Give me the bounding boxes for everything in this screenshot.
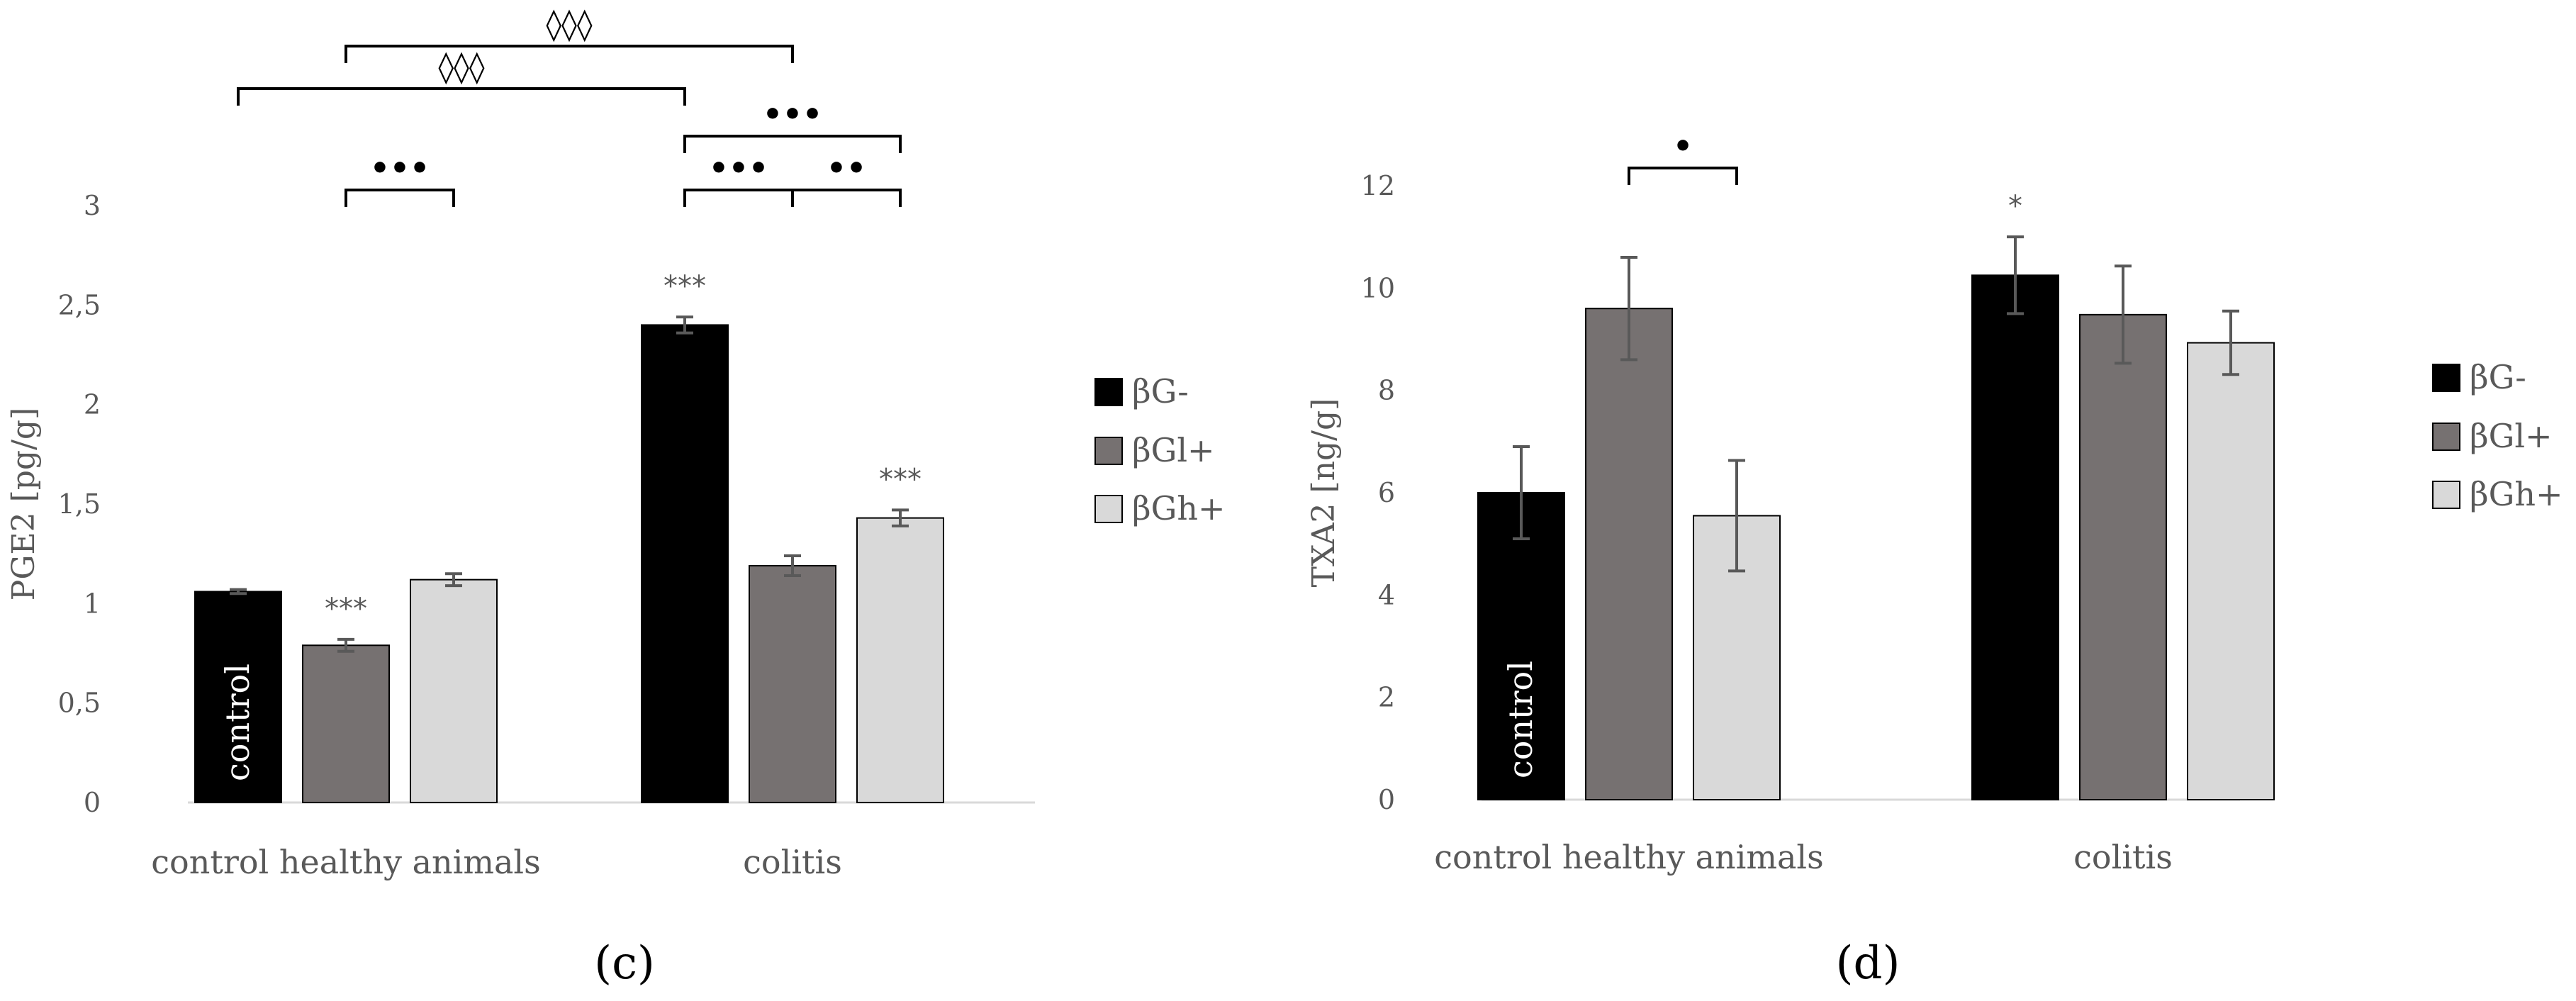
legend-label: βGh+: [1132, 489, 1226, 527]
comparison-bracket: [791, 189, 902, 207]
x-category-label: control healthy animals: [151, 843, 540, 881]
y-tick-label: 1: [84, 588, 101, 619]
legend-swatch: [1094, 437, 1123, 465]
legend-label: βG-: [2470, 358, 2526, 396]
y-tick-label: 2: [84, 389, 101, 420]
bracket-symbol: ◊◊◊: [546, 6, 592, 43]
bracket-symbol: •••: [763, 96, 822, 133]
y-tick-label: 4: [1378, 579, 1395, 610]
legend-label: βG-: [1132, 372, 1189, 410]
legend-swatch: [2432, 423, 2460, 451]
legend-swatch: [1094, 495, 1123, 523]
comparison-bracket: [237, 87, 686, 106]
bracket-symbol: •••: [370, 150, 430, 186]
y-tick-label: 2: [1378, 682, 1395, 713]
y-tick-label: 10: [1361, 272, 1395, 303]
y-tick-label: 6: [1378, 477, 1395, 508]
comparison-bracket: [1628, 167, 1738, 185]
y-tick-label: 12: [1361, 170, 1395, 201]
bracket-symbol: •••: [709, 150, 768, 186]
comparison-bracket: [345, 45, 794, 63]
bar-1-1: [749, 565, 836, 803]
bar-1-0: [302, 644, 390, 803]
y-axis-title: TXA2 [ng/g]: [1306, 398, 1342, 588]
comparison-bracket: [683, 135, 902, 153]
x-category-label: colitis: [2073, 838, 2173, 876]
in-bar-label: control: [1501, 661, 1540, 778]
y-tick-label: 8: [1378, 375, 1395, 406]
significance-mark: ***: [663, 270, 706, 303]
y-tick-label: 2,5: [58, 289, 101, 320]
bracket-symbol: ◊◊◊: [438, 49, 484, 85]
y-axis-title: PGE2 [pg/g]: [6, 408, 42, 601]
panel-c-pge2-chart: 0 0,5 1 1,5 2 2,5 3 PGE2 [pg/g] control *** *** ***…: [6, 6, 1226, 990]
significance-mark: ***: [879, 463, 922, 496]
x-category-label: colitis: [743, 843, 842, 881]
legend-label: βGl+: [2470, 417, 2553, 455]
bar-1-1: [2079, 313, 2167, 800]
bar-0-1: [641, 324, 729, 803]
bar-2-1: [856, 517, 944, 803]
panel-label: (c): [594, 937, 655, 990]
bar-0-0: [194, 591, 282, 803]
y-tick-label: 0: [1378, 784, 1395, 815]
bar-1-0: [1585, 308, 1673, 800]
bracket-symbol: •: [1673, 128, 1693, 164]
comparison-bracket: [345, 189, 455, 207]
significance-mark: ***: [325, 593, 367, 625]
bar-2-1: [2187, 342, 2275, 800]
significance-mark: *: [2008, 190, 2022, 223]
bracket-symbol: ••: [827, 150, 866, 186]
legend-swatch: [1094, 378, 1123, 406]
x-category-label: control healthy animals: [1434, 838, 1823, 876]
panel-d-txa2-chart: 0 2 4 6 8 10 12 TXA2 [ng/g] control * • control hea…: [1306, 128, 2563, 990]
legend-label: βGl+: [1132, 431, 1215, 469]
legend-swatch: [2432, 481, 2460, 509]
bar-0-1: [1971, 274, 2059, 800]
y-tick-label: 3: [84, 190, 101, 221]
panel-label: (d): [1836, 937, 1900, 990]
y-tick-label: 0: [84, 787, 101, 818]
in-bar-label: control: [218, 664, 257, 781]
y-tick-label: 0,5: [58, 688, 101, 719]
bar-2-0: [410, 578, 498, 803]
legend-swatch: [2432, 364, 2460, 392]
comparison-bracket: [683, 189, 794, 207]
y-tick-label: 1,5: [58, 488, 101, 520]
legend-label: βGh+: [2470, 475, 2563, 513]
bar-0-0: [1477, 492, 1565, 800]
